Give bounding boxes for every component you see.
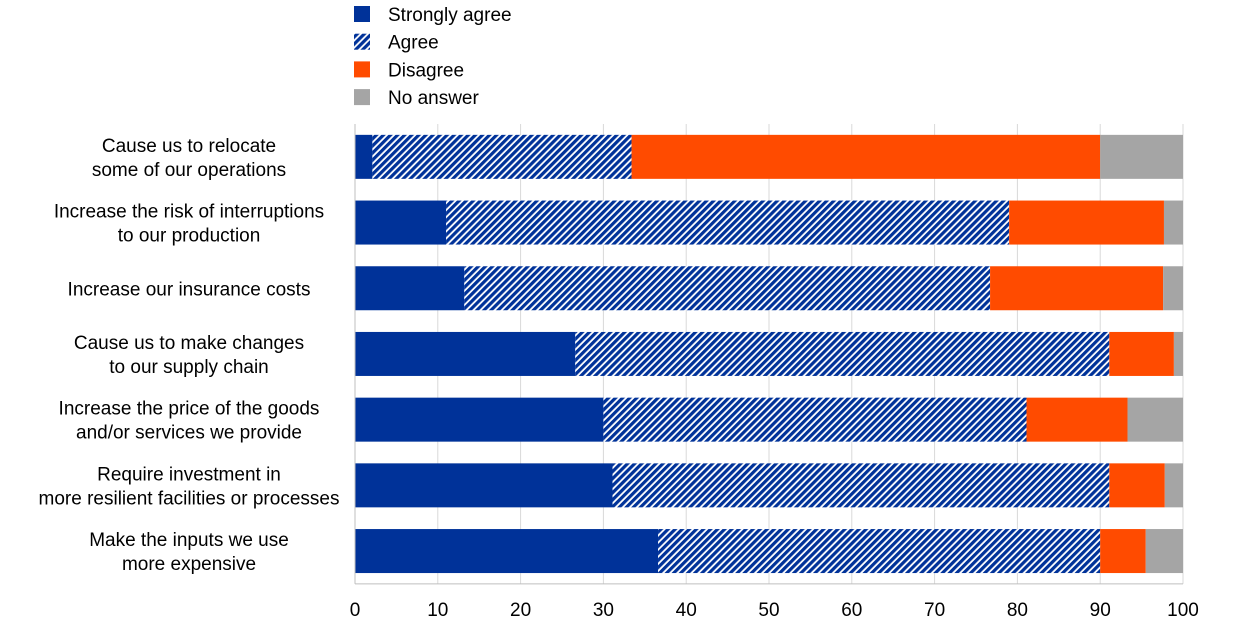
- bar-no-answer-5: [1164, 463, 1183, 508]
- x-tick-label-10: 10: [427, 600, 448, 621]
- bar-no-answer-4: [1127, 397, 1183, 442]
- bar-strongly-agree-6: [355, 529, 659, 574]
- category-label-4: Increase the price of the goods and/or se…: [59, 399, 320, 444]
- x-tick-label-0: 0: [350, 600, 361, 621]
- category-label-6: Make the inputs we use more expensive: [89, 530, 289, 575]
- bar-no-answer-1: [1163, 200, 1183, 245]
- bar-agree-6: [658, 529, 1101, 574]
- bar-agree-4: [603, 397, 1027, 442]
- x-tick-label-30: 30: [593, 600, 614, 621]
- bar-strongly-agree-5: [355, 463, 613, 508]
- bar-no-answer-0: [1100, 134, 1183, 179]
- bar-agree-1: [446, 200, 1010, 245]
- legend-label-no-answer: No answer: [388, 88, 479, 109]
- bar-strongly-agree-3: [355, 331, 576, 376]
- bar-no-answer-6: [1145, 529, 1183, 574]
- bar-agree-0: [372, 134, 632, 179]
- bar-disagree-6: [1100, 529, 1146, 574]
- bar-agree-2: [464, 266, 991, 311]
- bar-strongly-agree-0: [355, 134, 373, 179]
- x-tick-label-100: 100: [1167, 600, 1199, 621]
- category-label-3: Cause us to make changes to our supply ch…: [74, 333, 304, 378]
- bar-no-answer-3: [1173, 331, 1183, 376]
- x-tick-label-90: 90: [1090, 600, 1111, 621]
- bar-disagree-3: [1109, 331, 1174, 376]
- x-tick-label-80: 80: [1007, 600, 1028, 621]
- x-tick-label-60: 60: [841, 600, 862, 621]
- x-tick-label-70: 70: [924, 600, 945, 621]
- category-labels: Cause us to relocate some of our operatio…: [39, 136, 340, 575]
- bar-strongly-agree-2: [355, 266, 465, 311]
- bars: [355, 134, 1183, 574]
- x-tick-label-40: 40: [676, 600, 697, 621]
- legend-label-disagree: Disagree: [388, 60, 464, 81]
- bar-strongly-agree-4: [355, 397, 604, 442]
- legend-swatch-disagree: [354, 61, 370, 78]
- legend: Strongly agree Agree Disagree No answer: [354, 5, 512, 109]
- bar-disagree-1: [1009, 200, 1164, 245]
- legend-swatch-agree: [354, 33, 370, 50]
- category-label-2: Increase our insurance costs: [68, 279, 311, 300]
- category-label-0: Cause us to relocate some of our operatio…: [92, 136, 286, 181]
- x-tick-label-50: 50: [758, 600, 779, 621]
- legend-swatch-no-answer: [354, 89, 370, 106]
- legend-label-agree: Agree: [388, 33, 439, 54]
- category-label-5: Require investment in more resilient faci…: [39, 464, 340, 509]
- bar-agree-3: [575, 331, 1110, 376]
- bar-disagree-2: [990, 266, 1164, 311]
- category-label-1: Increase the risk of interruptions to our…: [54, 202, 324, 247]
- bar-no-answer-2: [1163, 266, 1183, 311]
- legend-label-strongly-agree: Strongly agree: [388, 5, 512, 26]
- legend-swatch-strongly-agree: [354, 6, 370, 22]
- x-axis: 0 10 20 30 40 50 60 70 80 90 100: [350, 124, 1199, 621]
- bar-disagree-4: [1026, 397, 1128, 442]
- bar-disagree-0: [631, 134, 1101, 179]
- bar-strongly-agree-1: [355, 200, 447, 245]
- bar-disagree-5: [1109, 463, 1165, 508]
- x-tick-label-20: 20: [510, 600, 531, 621]
- bar-agree-5: [612, 463, 1110, 508]
